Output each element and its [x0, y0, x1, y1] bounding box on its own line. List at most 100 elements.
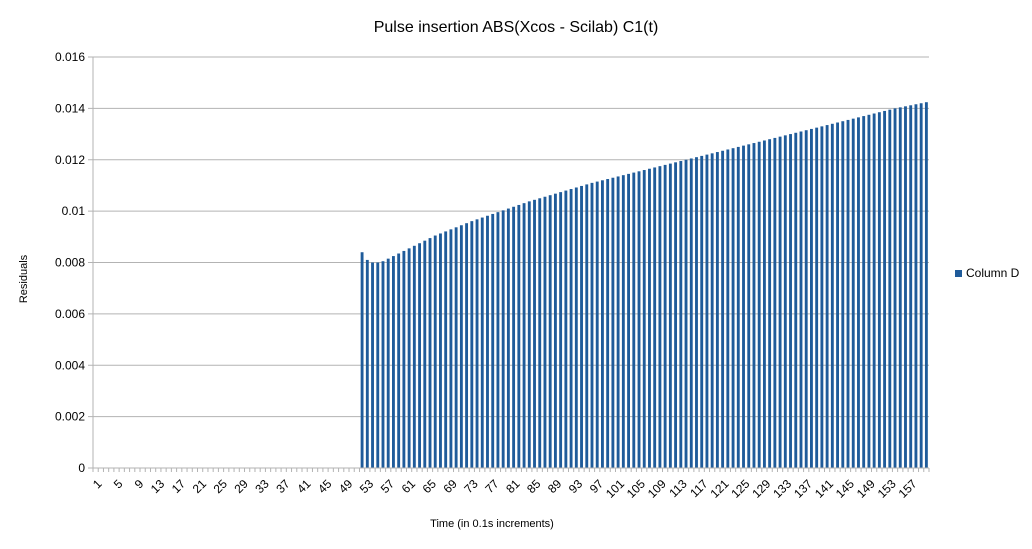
bar: [601, 180, 604, 469]
bar: [778, 136, 782, 468]
x-tick-label: 105: [624, 476, 648, 500]
bars: [360, 102, 928, 469]
x-tick-label: 1: [90, 476, 105, 491]
x-axis-label: Time (in 0.1s increments): [430, 518, 554, 530]
bar: [830, 123, 834, 468]
bar: [632, 172, 636, 468]
bar: [757, 141, 761, 468]
y-tick-labels: 0 0.002 0.004 0.006 0.008 0.01 0.012 0.014 0.016: [55, 50, 85, 475]
x-tick-label: 77: [482, 476, 502, 496]
bar: [433, 235, 437, 468]
x-tick-label: 121: [707, 476, 731, 500]
y-tick-label: 0.014: [55, 101, 85, 115]
bar: [736, 146, 740, 468]
legend: Column D: [955, 266, 1019, 280]
bar: [386, 258, 390, 468]
x-tick-label: 73: [461, 476, 481, 496]
x-tick-label: 137: [791, 476, 815, 500]
bar: [689, 158, 693, 468]
x-tick-label: 153: [875, 476, 899, 500]
bar: [668, 163, 672, 468]
y-tick-label: 0.01: [62, 204, 86, 218]
bar: [365, 259, 369, 468]
bar: [439, 233, 442, 468]
bar: [648, 168, 651, 469]
bar: [914, 104, 918, 468]
x-tick-label: 81: [503, 476, 523, 496]
y-tick-label: 0.008: [55, 256, 85, 270]
x-tick-label: 45: [315, 476, 335, 496]
bar: [695, 157, 698, 468]
bar: [465, 223, 469, 468]
bar: [553, 193, 557, 468]
bar: [486, 215, 489, 468]
bar: [480, 217, 484, 468]
bar: [742, 145, 745, 468]
bar: [898, 107, 902, 468]
bar: [559, 192, 563, 468]
bar: [517, 204, 521, 468]
bar: [627, 173, 630, 468]
bar: [376, 262, 380, 468]
bar: [841, 121, 845, 468]
y-tick-label: 0.006: [55, 307, 85, 321]
x-tick-label: 93: [566, 476, 586, 496]
x-tick-label: 69: [441, 476, 461, 496]
bar: [402, 250, 406, 468]
bar: [783, 135, 787, 468]
x-tick-label: 113: [666, 476, 690, 500]
bar: [731, 148, 735, 468]
bar: [846, 119, 850, 469]
x-tick-label: 29: [232, 476, 252, 496]
bar: [883, 110, 887, 468]
bar: [862, 116, 866, 468]
y-tick-label: 0.002: [55, 410, 85, 424]
bar: [700, 155, 704, 468]
x-tick-label: 13: [148, 476, 168, 496]
bar: [804, 130, 808, 468]
bar: [637, 171, 641, 468]
x-tick-label: 117: [687, 476, 711, 500]
bar: [428, 238, 432, 468]
bar: [663, 164, 667, 468]
bar: [857, 117, 860, 469]
bar: [747, 144, 751, 468]
bar: [710, 153, 714, 468]
x-tick-label: 41: [294, 476, 314, 496]
y-tick-label: 0.012: [55, 153, 85, 167]
bar: [674, 162, 678, 468]
x-tick-label: 37: [273, 476, 293, 496]
bar: [496, 212, 500, 468]
bar: [491, 213, 495, 468]
bar: [773, 137, 777, 469]
bar: [909, 105, 913, 468]
bar: [820, 126, 824, 469]
bar: [585, 184, 589, 468]
bar: [653, 167, 657, 468]
y-tick-label: 0.016: [55, 50, 85, 64]
x-tick-label: 17: [169, 476, 189, 496]
bar: [658, 166, 662, 469]
x-tick-label: 89: [545, 476, 565, 496]
x-tick-label: 21: [190, 476, 210, 496]
bar: [564, 190, 568, 468]
x-tick-label: 157: [896, 476, 920, 500]
x-tick-label: 141: [812, 476, 836, 500]
bar: [527, 201, 531, 469]
legend-label: Column D: [966, 266, 1020, 280]
x-tick-label: 49: [336, 476, 356, 496]
x-tick-label: 9: [132, 476, 147, 491]
bar: [449, 229, 453, 468]
x-tick-label: 53: [357, 476, 377, 496]
bar: [569, 189, 573, 468]
bar: [538, 198, 542, 468]
x-tick-label: 109: [645, 476, 669, 500]
bar: [397, 253, 401, 468]
x-tick-label: 61: [399, 476, 419, 496]
bar: [621, 175, 625, 468]
bar: [851, 118, 855, 469]
bar: [616, 176, 620, 468]
bar: [836, 122, 839, 468]
bar: [501, 210, 505, 468]
